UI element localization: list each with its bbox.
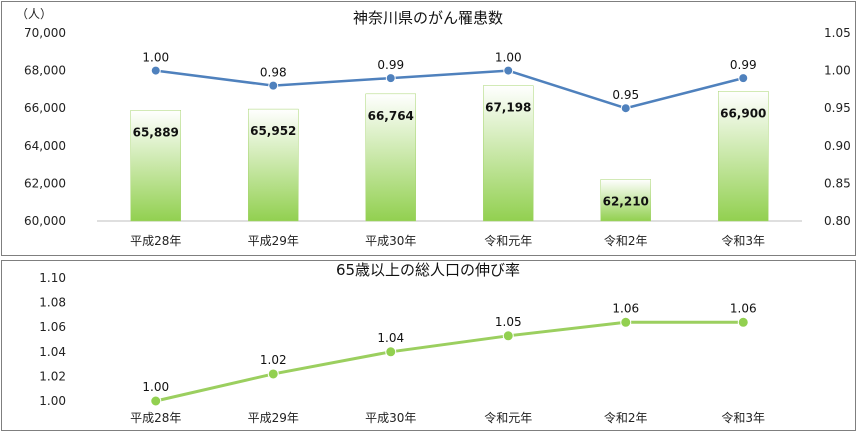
ratio-label: 1.00: [495, 51, 522, 65]
y-tick-label: 1.10: [39, 271, 66, 285]
y-left-tick-label: 62,000: [24, 176, 66, 190]
y-left-tick-label: 66,000: [24, 101, 66, 115]
y-left-tick-label: 70,000: [24, 26, 66, 40]
ratio-label: 0.95: [612, 88, 639, 102]
y-tick-label: 1.04: [39, 345, 66, 359]
bar: [248, 108, 299, 222]
growth-point: [502, 330, 514, 342]
bar-value-label: 66,900: [720, 106, 766, 120]
cancer-incidence-chart: 神奈川県のがん罹患数 （人） 60,000 62,000 64,000 66,000 68,…: [1, 1, 856, 256]
x-tick-label: 令和元年: [484, 233, 532, 248]
ratio-label: 1.00: [142, 51, 169, 65]
bar-value-label: 62,210: [603, 194, 649, 208]
cancer-incidence-svg: 神奈川県のがん罹患数 （人） 60,000 62,000 64,000 66,000 68,…: [16, 7, 851, 248]
ratio-point: [503, 65, 514, 76]
ratio-line: [155, 69, 744, 110]
y-right-tick-label: 0.85: [824, 176, 851, 190]
x-tick-label: 令和3年: [721, 233, 765, 248]
y-left-tick-label: 64,000: [24, 139, 66, 153]
growth-label: 1.06: [612, 301, 639, 315]
ratio-label: 0.99: [377, 58, 404, 72]
growth-label: 1.05: [495, 315, 522, 329]
growth-label: 1.06: [730, 301, 757, 315]
x-tick-label: 平成28年: [130, 234, 181, 248]
growth-label: 1.02: [260, 353, 287, 367]
x-tick-label: 平成30年: [365, 411, 416, 425]
y-right-tick-label: 0.90: [824, 139, 851, 153]
ratio-label: 0.98: [260, 66, 287, 80]
bar: [718, 91, 769, 222]
x-tick-label: 平成29年: [248, 234, 299, 248]
ratio-point: [150, 65, 161, 76]
x-tick-label: 平成28年: [130, 411, 181, 425]
growth-point: [737, 316, 749, 328]
y-tick-label: 1.00: [39, 394, 66, 408]
bar: [130, 110, 181, 222]
x-tick-label: 令和元年: [484, 410, 532, 425]
growth-point: [385, 346, 397, 358]
ratio-point: [268, 80, 279, 91]
growth-label: 1.04: [377, 331, 404, 345]
y-tick-label: 1.02: [39, 369, 66, 383]
y-tick-label: 1.08: [39, 296, 66, 310]
ratio-label: 0.99: [730, 58, 757, 72]
ratio-point: [385, 73, 396, 84]
bar: [365, 93, 416, 222]
y-tick-label: 1.06: [39, 320, 66, 334]
y-left-tick-label: 68,000: [24, 64, 66, 78]
x-tick-label: 平成30年: [365, 234, 416, 248]
y-unit-label: （人）: [16, 7, 52, 21]
x-tick-label: 平成29年: [248, 411, 299, 425]
growth-point: [150, 395, 162, 407]
y-right-tick-label: 1.05: [824, 26, 851, 40]
growth-point: [620, 316, 632, 328]
bar-value-label: 67,198: [485, 101, 531, 115]
growth-label: 1.00: [142, 380, 169, 394]
bar-value-label: 65,889: [133, 125, 179, 139]
x-tick-label: 令和2年: [604, 410, 648, 425]
elderly-population-svg: 65歳以上の総人口の伸び率 1.00 1.02 1.04 1.06 1.08 1.10 1.0…: [39, 261, 765, 425]
x-tick-label: 令和2年: [604, 233, 648, 248]
chart-title: 神奈川県のがん罹患数: [353, 9, 503, 27]
ratio-point: [620, 103, 631, 114]
elderly-population-growth-chart: 65歳以上の総人口の伸び率 1.00 1.02 1.04 1.06 1.08 1.10 1.0…: [1, 260, 856, 431]
x-tick-label: 令和3年: [721, 410, 765, 425]
growth-point: [267, 368, 279, 380]
y-right-tick-label: 0.95: [824, 101, 851, 115]
bar: [600, 179, 651, 222]
bar-value-label: 66,764: [368, 109, 414, 123]
y-right-tick-label: 0.80: [824, 214, 851, 228]
chart-title: 65歳以上の総人口の伸び率: [336, 261, 520, 279]
y-right-tick-label: 1.00: [824, 64, 851, 78]
bar: [483, 85, 534, 222]
growth-line: [155, 320, 744, 403]
y-left-tick-label: 60,000: [24, 214, 66, 228]
bar-value-label: 65,952: [250, 124, 296, 138]
ratio-point: [738, 73, 749, 84]
